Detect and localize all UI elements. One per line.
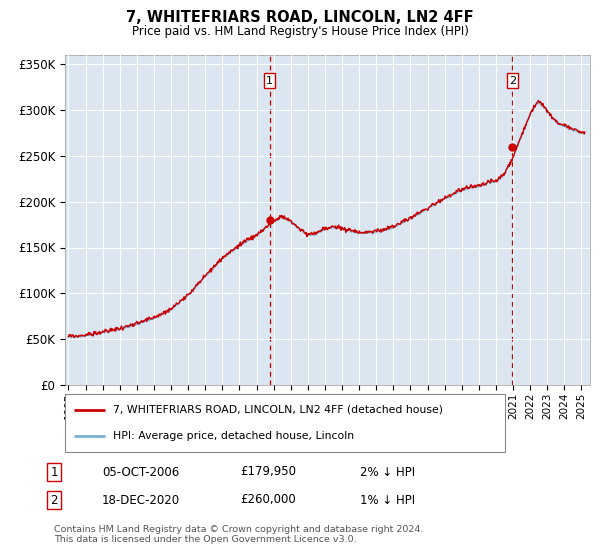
Text: 18-DEC-2020: 18-DEC-2020 xyxy=(102,493,180,506)
Text: 2% ↓ HPI: 2% ↓ HPI xyxy=(360,465,415,478)
Text: 2: 2 xyxy=(509,76,516,86)
Text: £260,000: £260,000 xyxy=(240,493,296,506)
Text: Contains HM Land Registry data © Crown copyright and database right 2024.
This d: Contains HM Land Registry data © Crown c… xyxy=(54,525,424,544)
Text: 1% ↓ HPI: 1% ↓ HPI xyxy=(360,493,415,506)
Text: 7, WHITEFRIARS ROAD, LINCOLN, LN2 4FF: 7, WHITEFRIARS ROAD, LINCOLN, LN2 4FF xyxy=(126,10,474,25)
Text: 2: 2 xyxy=(50,493,58,506)
Text: £179,950: £179,950 xyxy=(240,465,296,478)
Text: Price paid vs. HM Land Registry's House Price Index (HPI): Price paid vs. HM Land Registry's House … xyxy=(131,25,469,38)
Text: 1: 1 xyxy=(266,76,273,86)
Text: HPI: Average price, detached house, Lincoln: HPI: Average price, detached house, Linc… xyxy=(113,431,355,441)
FancyBboxPatch shape xyxy=(65,394,505,452)
Text: 7, WHITEFRIARS ROAD, LINCOLN, LN2 4FF (detached house): 7, WHITEFRIARS ROAD, LINCOLN, LN2 4FF (d… xyxy=(113,405,443,414)
Text: 05-OCT-2006: 05-OCT-2006 xyxy=(102,465,179,478)
Text: 1: 1 xyxy=(50,465,58,478)
